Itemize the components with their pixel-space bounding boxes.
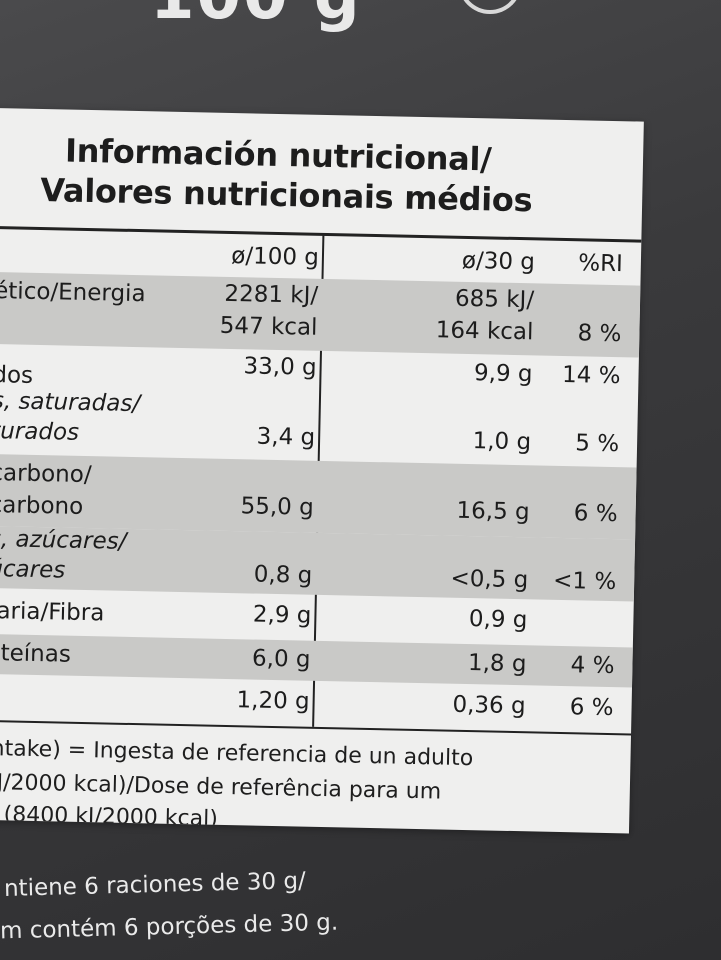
value-100g: 2,9 g: [252, 601, 312, 629]
header-per-100g: ø/100 g: [231, 243, 320, 271]
value-100g: 55,0 g: [240, 493, 314, 521]
value-100g: 3,4 g: [256, 423, 316, 451]
value-100g: 33,0 g: [243, 353, 317, 381]
value-100g: 1,20 g: [236, 687, 310, 715]
row-name: carbono/: [0, 460, 92, 489]
row-name: taria/Fibra: [0, 597, 105, 627]
value-30g: 1,0 g: [472, 428, 532, 456]
value-ri: 4 %: [570, 652, 615, 680]
value-ri: 14 %: [561, 361, 621, 390]
table-row: s, saturadas/ turados 3,4 g 1,0 g 5 %: [0, 386, 638, 466]
label-title-pt: Valores nutricionais médios: [39, 170, 533, 220]
row-name: ético/Energia: [0, 278, 146, 308]
value-100g: 2281 kJ/: [224, 280, 319, 309]
value-100g: 6,0 g: [251, 645, 311, 673]
label-title-es: Información nutricional/: [64, 131, 492, 179]
table-row: carbono/ carbono 55,0 g 16,5 g 6 %: [0, 453, 637, 540]
value-100g: 0,8 g: [253, 561, 313, 589]
value-ri: 6 %: [573, 500, 618, 528]
table-row: ético/Energia 2281 kJ/ 547 kcal 685 kJ/ …: [0, 271, 641, 358]
value-30g: 685 kJ/: [454, 285, 535, 314]
row-name: s, azúcares/: [0, 525, 127, 555]
row-name: carbono: [0, 491, 84, 520]
row-name: s, saturadas/: [0, 388, 141, 418]
value-30g: <0,5 g: [450, 565, 529, 594]
package-weight-text: 100 g: [150, 0, 362, 34]
value-30g: 9,9 g: [473, 360, 533, 388]
package-logo-circle: [458, 0, 522, 14]
servings-text-es: ntiene 6 raciones de 30 g/: [3, 868, 307, 902]
value-ri: 6 %: [569, 694, 614, 722]
footnote-line: intake) = Ingesta de referencia de un ad…: [0, 735, 474, 772]
value-ri: <1 %: [552, 567, 617, 596]
header-ri: %RI: [577, 250, 624, 278]
value-30g: 16,5 g: [456, 497, 530, 526]
row-name: úcares: [0, 555, 66, 584]
table-row: s, azúcares/ úcares 0,8 g <0,5 g <1 %: [0, 525, 636, 602]
value-ri: 5 %: [575, 430, 620, 458]
row-name: oteínas: [0, 639, 72, 668]
row-name: turados: [0, 418, 80, 446]
nutrition-label: Información nutricional/ Valores nutrici…: [0, 108, 644, 834]
value-ri: 8 %: [577, 320, 622, 348]
row-name: dos: [0, 362, 34, 389]
footnote-line: o (8400 kJ/2000 kcal): [0, 801, 219, 832]
value-30g: 0,36 g: [452, 691, 526, 720]
header-per-30g: ø/30 g: [461, 247, 536, 276]
footnote-line: kJ/2000 kcal)/Dose de referência para um: [0, 769, 442, 805]
servings-text-pt: m contém 6 porções de 30 g.: [0, 909, 339, 945]
value-30g: 1,8 g: [467, 650, 527, 678]
value-30g: 0,9 g: [468, 606, 528, 634]
value-30g: 164 kcal: [435, 317, 534, 346]
value-100g: 547 kcal: [219, 312, 318, 341]
